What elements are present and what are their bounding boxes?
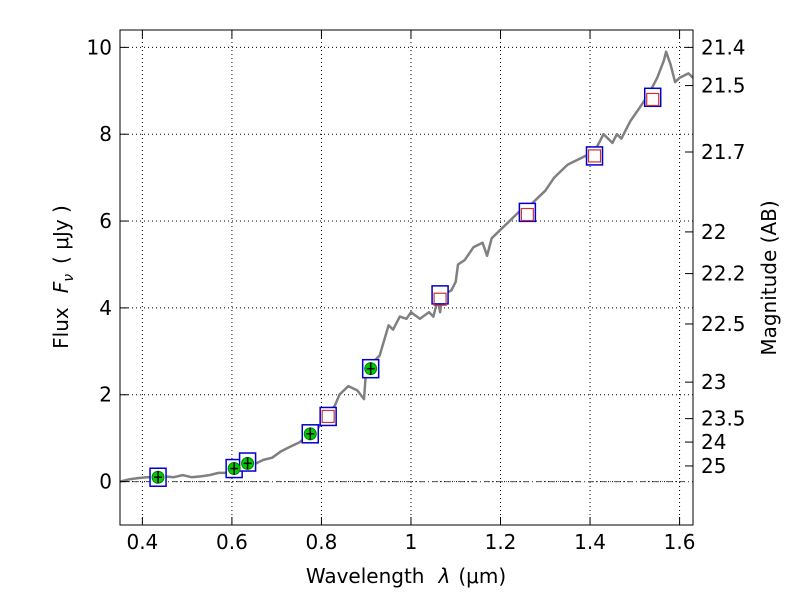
y-axis-title-symbol: F: [49, 281, 73, 293]
y-tick-label: 8: [99, 122, 112, 146]
y2-tick-label: 22: [701, 220, 726, 244]
x-tick-label: 0.8: [306, 530, 338, 554]
x-tick-label: 1: [405, 530, 418, 554]
x-tick-label: 0.6: [216, 530, 248, 554]
y2-tick-label: 25: [701, 454, 726, 478]
x-axis-title: Wavelength λ (μm): [306, 564, 506, 588]
x-axis-ticks: 0.4 0.6 0.8 1 1.2 1.4 1.6: [126, 30, 695, 554]
near-ir-point: [587, 149, 602, 163]
model-point: [319, 406, 337, 427]
x-axis-title-prefix: Wavelength: [306, 564, 425, 588]
model-point: [585, 146, 604, 166]
x-tick-label: 1.4: [574, 530, 606, 554]
observed-point-layer: [151, 362, 378, 484]
y2-tick-label: 21.5: [701, 74, 746, 98]
x-tick-label: 1.2: [485, 530, 517, 554]
y2-tick-label: 23: [701, 370, 726, 394]
near-ir-point: [646, 92, 660, 107]
near-ir-point: [520, 207, 534, 222]
spectrum-layer: [119, 50, 694, 483]
near-ir-point: [321, 409, 335, 424]
model-point-layer: [149, 87, 662, 487]
y2-tick-label: 23.5: [701, 407, 746, 431]
y2-tick-label: 21.4: [701, 35, 746, 59]
y2-tick-label: 22.5: [701, 312, 746, 336]
y-axis-title-unit: ( μJy ): [49, 205, 73, 264]
grid: [120, 30, 693, 525]
y-tick-label: 0: [99, 470, 112, 494]
y2-tick-label: 22.2: [701, 262, 746, 286]
x-tick-label: 1.6: [664, 530, 696, 554]
model-point: [518, 202, 537, 223]
y-tick-label: 4: [99, 296, 112, 320]
y2-axis-title: Magnitude (AB): [757, 200, 781, 355]
x-axis-title-unit: (μm): [458, 564, 506, 588]
near-ir-point: [433, 292, 447, 306]
y2-tick-label: 21.7: [701, 140, 746, 164]
y-tick-label: 2: [99, 383, 112, 407]
y2-tick-label: 24: [701, 430, 726, 454]
spectrum-line: [119, 50, 694, 483]
y-tick-label: 10: [87, 35, 112, 59]
x-axis-title-symbol: λ: [438, 564, 451, 588]
y-axis-title: Flux Fν ( μJy ): [49, 205, 77, 349]
x-tick-label: 0.4: [126, 530, 158, 554]
model-point: [431, 285, 449, 305]
y-axis-title-subscript: ν: [61, 274, 77, 282]
plot-frame: [119, 29, 694, 526]
y-axis-ticks: 0 2 4 6 8 10: [87, 35, 128, 494]
model-point: [643, 87, 662, 108]
y-tick-label: 6: [99, 209, 112, 233]
near-ir-point-layer: [321, 92, 660, 424]
y-axis-title-prefix: Flux: [49, 307, 73, 349]
